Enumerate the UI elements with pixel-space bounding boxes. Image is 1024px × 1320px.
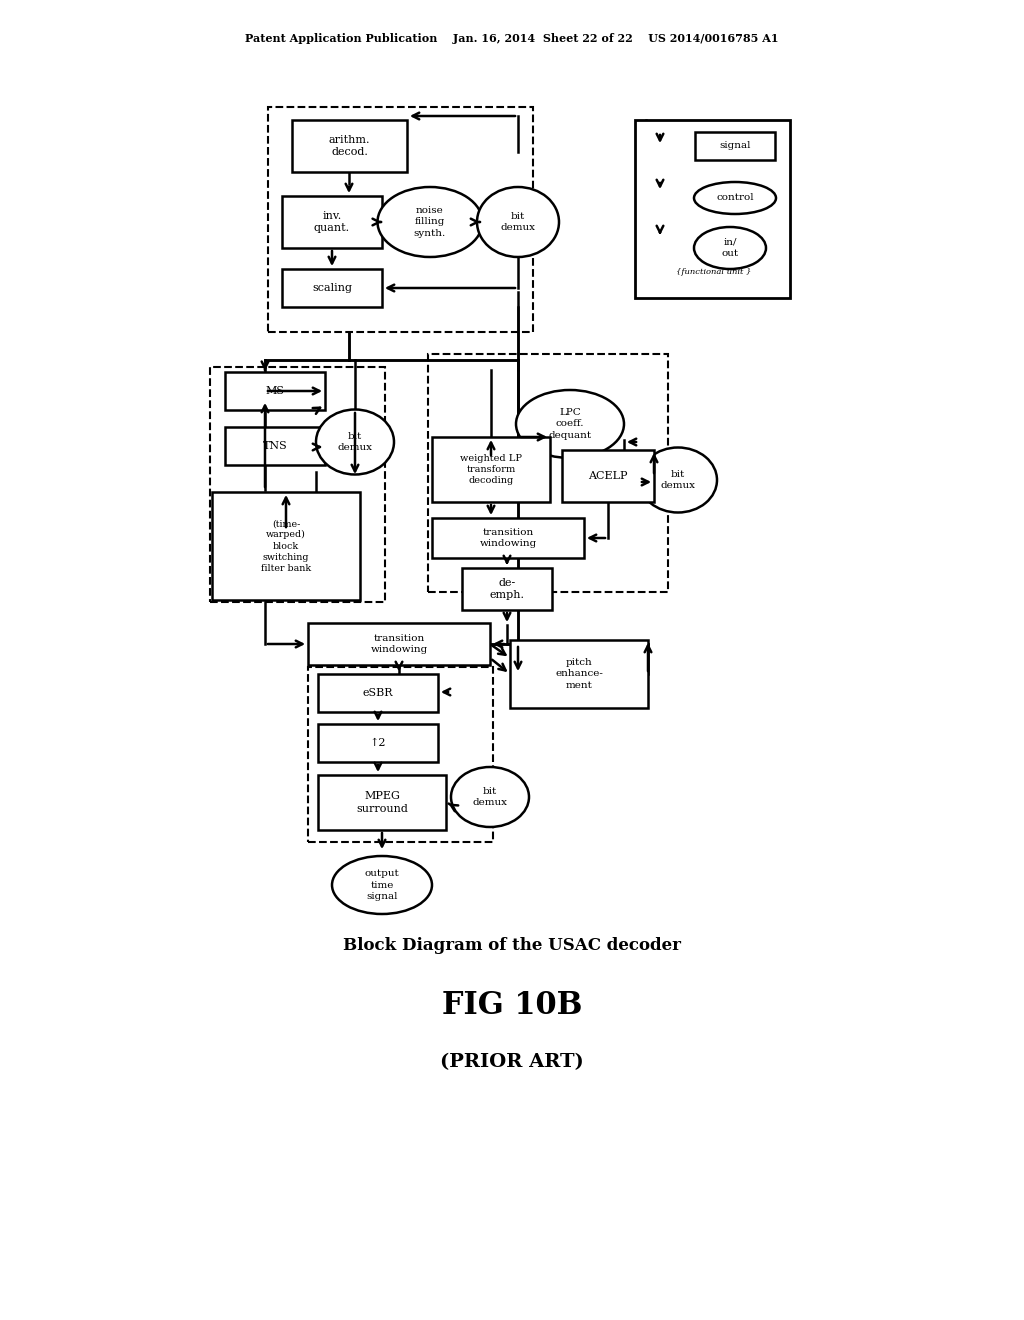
- Text: de-
emph.: de- emph.: [489, 578, 524, 601]
- FancyBboxPatch shape: [318, 775, 446, 830]
- Text: Block Diagram of the USAC decoder: Block Diagram of the USAC decoder: [343, 936, 681, 953]
- Text: output
time
signal: output time signal: [365, 870, 399, 900]
- FancyBboxPatch shape: [695, 132, 775, 160]
- FancyBboxPatch shape: [432, 437, 550, 502]
- Text: pitch
enhance-
ment: pitch enhance- ment: [555, 659, 603, 689]
- Ellipse shape: [516, 389, 624, 458]
- FancyBboxPatch shape: [225, 372, 325, 411]
- Ellipse shape: [694, 182, 776, 214]
- Text: {functional unit }: {functional unit }: [676, 268, 752, 276]
- Text: MS: MS: [265, 385, 285, 396]
- Text: (PRIOR ART): (PRIOR ART): [440, 1053, 584, 1071]
- Text: FIG 10B: FIG 10B: [441, 990, 583, 1020]
- Text: TNS: TNS: [262, 441, 288, 451]
- FancyBboxPatch shape: [462, 568, 552, 610]
- Ellipse shape: [451, 767, 529, 828]
- Text: transition
windowing: transition windowing: [479, 528, 537, 548]
- FancyBboxPatch shape: [282, 195, 382, 248]
- FancyBboxPatch shape: [432, 517, 584, 558]
- Text: ACELP: ACELP: [588, 471, 628, 480]
- Text: arithm.
decod.: arithm. decod.: [329, 135, 371, 157]
- Ellipse shape: [477, 187, 559, 257]
- FancyBboxPatch shape: [212, 492, 360, 601]
- Ellipse shape: [639, 447, 717, 512]
- Ellipse shape: [316, 409, 394, 474]
- FancyBboxPatch shape: [308, 623, 490, 665]
- Text: ↑2: ↑2: [370, 738, 386, 748]
- Ellipse shape: [694, 227, 766, 269]
- Text: noise
filling
synth.: noise filling synth.: [414, 206, 446, 238]
- FancyBboxPatch shape: [510, 640, 648, 708]
- Text: scaling: scaling: [312, 282, 352, 293]
- Text: bit
demux: bit demux: [660, 470, 695, 490]
- Text: bit
demux: bit demux: [501, 213, 536, 232]
- Text: in/
out: in/ out: [722, 238, 738, 257]
- Text: weighted LP
transform
decoding: weighted LP transform decoding: [460, 454, 522, 486]
- Text: eSBR: eSBR: [362, 688, 393, 698]
- Text: control: control: [716, 194, 754, 202]
- FancyBboxPatch shape: [635, 120, 790, 298]
- FancyBboxPatch shape: [225, 426, 325, 465]
- Text: inv.
quant.: inv. quant.: [314, 211, 350, 234]
- FancyBboxPatch shape: [562, 450, 654, 502]
- Ellipse shape: [378, 187, 482, 257]
- Text: bit
demux: bit demux: [472, 787, 508, 807]
- Ellipse shape: [332, 855, 432, 913]
- FancyBboxPatch shape: [318, 723, 438, 762]
- Text: bit
demux: bit demux: [338, 432, 373, 451]
- Text: signal: signal: [719, 141, 751, 150]
- Text: LPC
coeff.
dequant: LPC coeff. dequant: [549, 408, 592, 440]
- FancyBboxPatch shape: [282, 269, 382, 308]
- FancyBboxPatch shape: [292, 120, 407, 172]
- Text: (time-
warped)
block
switching
filter bank: (time- warped) block switching filter ba…: [261, 519, 311, 573]
- Text: Patent Application Publication    Jan. 16, 2014  Sheet 22 of 22    US 2014/00167: Patent Application Publication Jan. 16, …: [246, 33, 778, 44]
- Text: transition
windowing: transition windowing: [371, 634, 428, 653]
- Text: MPEG
surround: MPEG surround: [356, 791, 408, 813]
- FancyBboxPatch shape: [318, 675, 438, 711]
